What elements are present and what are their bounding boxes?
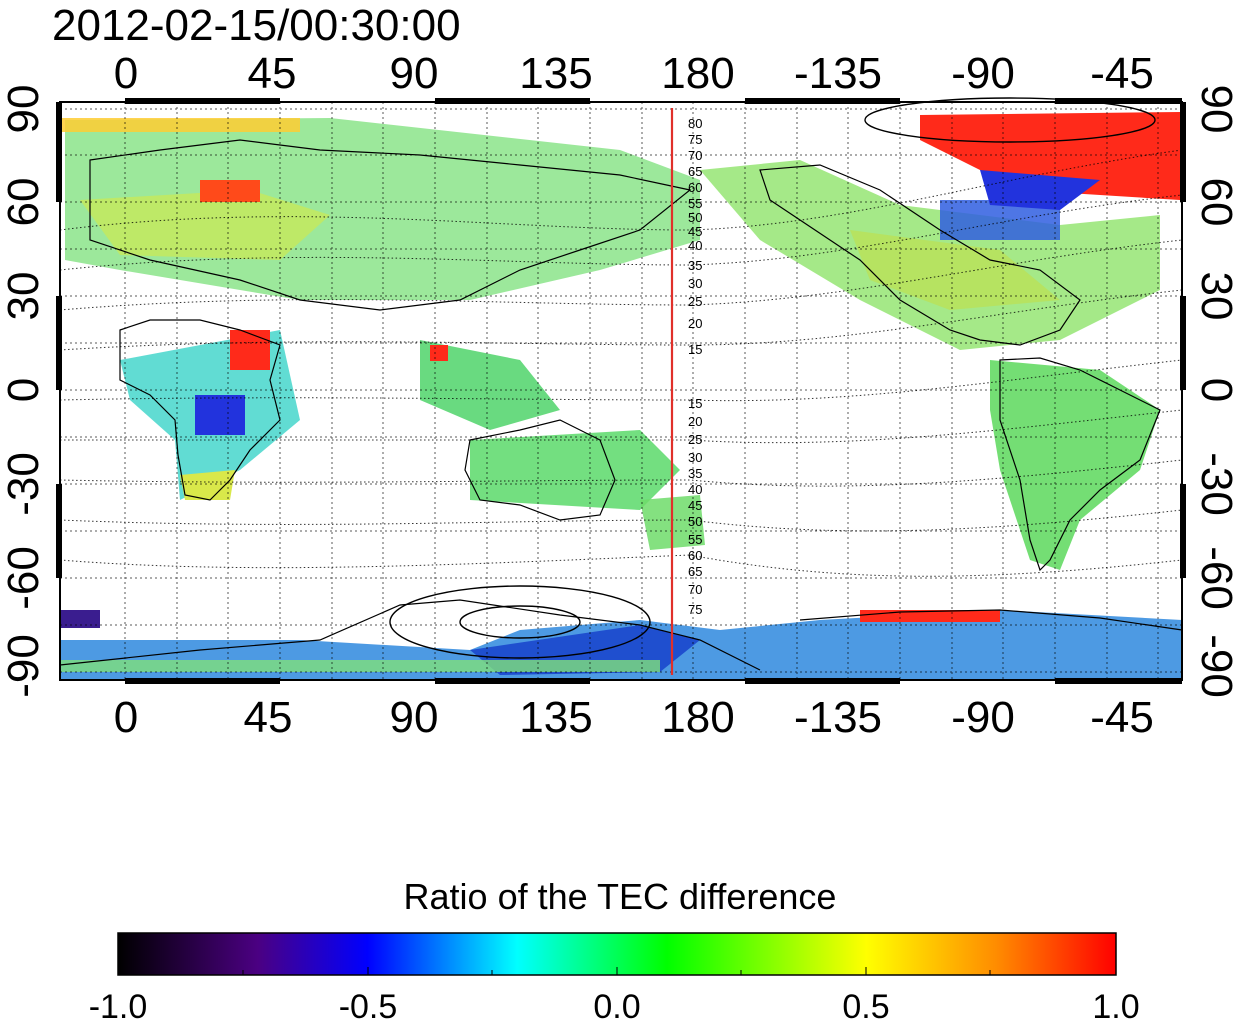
left-lat-label: -90 bbox=[0, 634, 48, 698]
left-lat-label: 30 bbox=[0, 272, 48, 321]
contour-label-n40: 40 bbox=[688, 238, 702, 253]
top-lon-label: 180 bbox=[661, 49, 734, 98]
contour-label-n45: 45 bbox=[688, 224, 702, 239]
contour-label-s30: 30 bbox=[688, 450, 702, 465]
map-frame bbox=[59, 101, 1183, 681]
bottom-lon-label: 45 bbox=[244, 693, 293, 742]
graticule bbox=[60, 102, 1182, 680]
contour-label-s75: 75 bbox=[688, 602, 702, 617]
top-longitude-labels: 0 45 90 135 180 -135 -90 -45 bbox=[114, 49, 1154, 98]
contour-label-s50: 50 bbox=[688, 514, 702, 529]
top-lon-label: 45 bbox=[248, 49, 297, 98]
bottom-lon-label: 135 bbox=[519, 693, 592, 742]
top-lon-label: 0 bbox=[114, 49, 138, 98]
contour-label-s15: 15 bbox=[688, 396, 702, 411]
contour-label-n80: 80 bbox=[688, 116, 702, 131]
bottom-lon-label: 180 bbox=[661, 693, 734, 742]
tec-data-layer bbox=[60, 102, 1182, 680]
colorbar-tick-label: -0.5 bbox=[339, 988, 398, 1024]
colorbar-tick-label: 1.0 bbox=[1092, 988, 1139, 1024]
contour-label-n65: 65 bbox=[688, 164, 702, 179]
contour-label-s25: 25 bbox=[688, 432, 702, 447]
contour-label-n60: 60 bbox=[688, 180, 702, 195]
right-lat-label: -90 bbox=[1192, 634, 1240, 698]
contour-label-s20: 20 bbox=[688, 414, 702, 429]
right-lat-label: 0 bbox=[1192, 378, 1240, 402]
contour-label-n20: 20 bbox=[688, 316, 702, 331]
bottom-longitude-labels: 0 45 90 135 180 -135 -90 -45 bbox=[114, 693, 1154, 742]
bottom-lon-label: -135 bbox=[794, 693, 882, 742]
bottom-lon-label: 90 bbox=[390, 693, 439, 742]
left-lat-label: -60 bbox=[0, 546, 48, 610]
right-lat-label: -60 bbox=[1192, 546, 1240, 610]
contour-label-s60: 60 bbox=[688, 548, 702, 563]
contour-label-n25: 25 bbox=[688, 294, 702, 309]
colorbar-tick-labels: -1.0 -0.5 0.0 0.5 1.0 bbox=[89, 988, 1140, 1024]
contour-label-n35: 35 bbox=[688, 258, 702, 273]
contour-label-s65: 65 bbox=[688, 564, 702, 579]
contour-label-s70: 70 bbox=[688, 582, 702, 597]
contour-label-n55: 55 bbox=[688, 196, 702, 211]
top-lon-label: -90 bbox=[951, 49, 1015, 98]
contour-label-n15: 15 bbox=[688, 342, 702, 357]
right-latitude-labels: 90 60 30 0 -30 -60 -90 bbox=[1192, 85, 1240, 698]
contour-label-s40: 40 bbox=[688, 482, 702, 497]
contour-ovals bbox=[389, 97, 1156, 659]
coastlines bbox=[59, 139, 1183, 671]
contour-label-n70: 70 bbox=[688, 148, 702, 163]
colorbar-title: Ratio of the TEC difference bbox=[403, 876, 837, 917]
contour-label-s45: 45 bbox=[688, 498, 702, 513]
contour-label-n50: 50 bbox=[688, 210, 702, 225]
colorbar-tick-label: 0.5 bbox=[842, 988, 889, 1024]
bottom-lon-label: -90 bbox=[951, 693, 1015, 742]
right-lat-label: 60 bbox=[1192, 178, 1240, 227]
contour-lines bbox=[59, 149, 1183, 577]
bottom-lon-label: 0 bbox=[114, 693, 138, 742]
timestamp-label: 2012-02-15/00:30:00 bbox=[52, 1, 461, 50]
right-lat-label: 30 bbox=[1192, 272, 1240, 321]
contour-label-s35: 35 bbox=[688, 466, 702, 481]
left-latitude-labels: 90 60 30 0 -30 -60 -90 bbox=[0, 85, 48, 698]
colorbar-tick-label: 0.0 bbox=[593, 988, 640, 1024]
contour-label-s55: 55 bbox=[688, 532, 702, 547]
top-lon-label: -135 bbox=[794, 49, 882, 98]
right-lat-label: 90 bbox=[1192, 85, 1240, 134]
colorbar-ticks bbox=[242, 967, 991, 975]
bottom-lon-label: -45 bbox=[1090, 693, 1154, 742]
left-lat-label: 0 bbox=[0, 378, 48, 402]
left-lat-label: -30 bbox=[0, 452, 48, 516]
contour-value-labels: 80 75 70 65 60 55 50 45 40 35 30 25 20 1… bbox=[688, 116, 702, 617]
colorbar-tick-label: -1.0 bbox=[89, 988, 148, 1024]
top-lon-label: 90 bbox=[390, 49, 439, 98]
left-lat-label: 60 bbox=[0, 178, 48, 227]
contour-label-n30: 30 bbox=[688, 276, 702, 291]
left-lat-label: 90 bbox=[0, 85, 48, 134]
top-lon-label: 135 bbox=[519, 49, 592, 98]
frame-scale-bars bbox=[56, 98, 1186, 684]
right-lat-label: -30 bbox=[1192, 452, 1240, 516]
top-lon-label: -45 bbox=[1090, 49, 1154, 98]
contour-label-n75: 75 bbox=[688, 132, 702, 147]
